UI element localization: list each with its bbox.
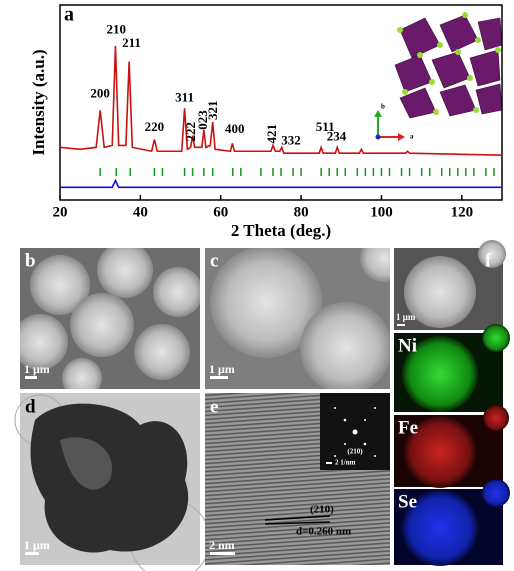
map-se: Se: [394, 479, 510, 566]
x-tick-label: 20: [53, 204, 68, 220]
axis-a: a: [410, 133, 414, 141]
x-axis-title: 2 Theta (deg.): [231, 221, 331, 240]
peak-label: 311: [175, 90, 194, 105]
scale-bar: 1 μm: [209, 362, 235, 376]
element-label: Ni: [398, 335, 417, 356]
y-axis-title: Intensity (a.u.): [29, 49, 48, 155]
map-ni: Ni: [394, 324, 510, 412]
panel-e: (210) 2 1/nm (210) d=0.260 nm e 2 nm: [205, 393, 390, 565]
peak-label: 023: [195, 110, 210, 130]
spot-label: (210): [347, 448, 363, 456]
peak-label: 421: [264, 124, 279, 144]
peak-label: 332: [281, 132, 301, 147]
element-label: Se: [398, 491, 417, 512]
panel-label: b: [25, 250, 36, 271]
peak-label: 220: [145, 119, 165, 134]
data-line: [60, 178, 502, 189]
scale-bar: 2 nm: [209, 538, 235, 552]
crystal-inset: [394, 12, 503, 119]
x-tick-label: 40: [133, 204, 148, 220]
spacing-label: d=0.260 nm: [296, 526, 351, 538]
peak-label: 511: [316, 119, 335, 134]
axis-b: b: [381, 103, 385, 111]
panel-label: a: [64, 4, 74, 26]
panel-label: f: [485, 250, 492, 271]
panel-label: d: [25, 396, 36, 417]
map-fe: Fe: [394, 405, 509, 488]
scale-bar: 1 μm: [24, 538, 50, 552]
peak-label: 400: [225, 121, 245, 136]
data-line: [59, 45, 503, 156]
panel-c: c 1 μm: [205, 248, 390, 389]
plane-label: (210): [310, 504, 334, 516]
x-tick-label: 100: [370, 204, 393, 220]
x-tick-label: 80: [294, 204, 309, 220]
panel-d: d 1 μm: [14, 393, 211, 571]
panel-b: b 1 μm: [20, 248, 200, 389]
peak-label: 321: [205, 101, 220, 121]
element-label: Fe: [398, 417, 418, 438]
peak-label: 222: [183, 122, 198, 142]
plot-frame: [59, 4, 503, 201]
peak-label: 211: [122, 35, 141, 50]
scale-bar: 1 μm: [24, 362, 50, 376]
peak-label: 234: [327, 129, 347, 144]
panel-label: e: [210, 396, 218, 417]
scale-bar: 1 μm: [396, 312, 416, 322]
peak-label: 200: [90, 86, 110, 101]
x-tick-label: 60: [213, 204, 228, 220]
x-tick-label: 120: [451, 204, 474, 220]
panel-label: c: [210, 250, 218, 271]
inset-scale: 2 1/nm: [335, 459, 356, 467]
panel-f: f 1 μm: [394, 240, 506, 330]
peak-label: 210: [107, 21, 127, 36]
inset-axes: b a: [374, 103, 414, 141]
